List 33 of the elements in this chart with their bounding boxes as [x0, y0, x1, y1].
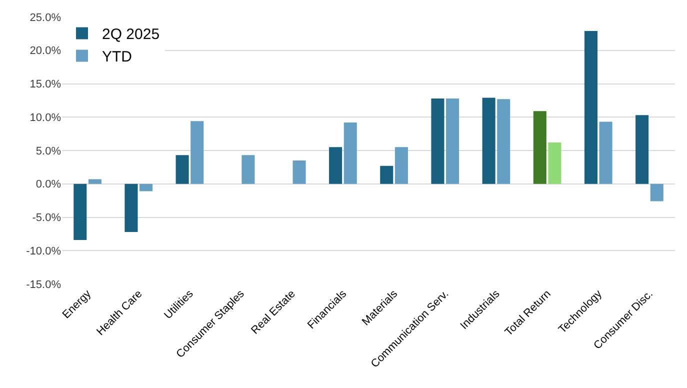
bar — [88, 179, 102, 184]
bar — [394, 147, 408, 184]
bar — [344, 122, 357, 184]
legend-label: 2Q 2025 — [102, 26, 160, 44]
bar — [74, 184, 87, 240]
bar — [636, 115, 649, 184]
y-tick-label: 15.0% — [30, 78, 62, 91]
bar — [482, 98, 496, 184]
y-tick-label: 0.0% — [36, 178, 62, 191]
bar — [292, 160, 306, 184]
bar — [548, 142, 562, 184]
bar — [242, 155, 255, 184]
y-tick-label: 25.0% — [30, 12, 62, 24]
y-tick-label: 20.0% — [30, 45, 62, 58]
y-tick-label: -10.0% — [26, 245, 62, 258]
y-tick-label: -15.0% — [26, 278, 62, 291]
bar — [446, 98, 460, 184]
y-tick-label: -5.0% — [32, 212, 62, 224]
legend-label: YTD — [102, 48, 132, 66]
bar — [329, 147, 342, 184]
bar — [140, 184, 153, 192]
bar — [176, 155, 189, 184]
y-tick-label: 5.0% — [36, 145, 62, 158]
bar — [431, 98, 444, 184]
y-tick-label: 10.0% — [30, 112, 62, 124]
bar — [650, 184, 664, 202]
bar — [380, 166, 394, 184]
bar — [190, 121, 204, 184]
bar — [497, 99, 510, 184]
bar — [599, 122, 612, 184]
bar — [584, 31, 598, 184]
bar — [124, 184, 138, 232]
bar — [533, 111, 546, 184]
